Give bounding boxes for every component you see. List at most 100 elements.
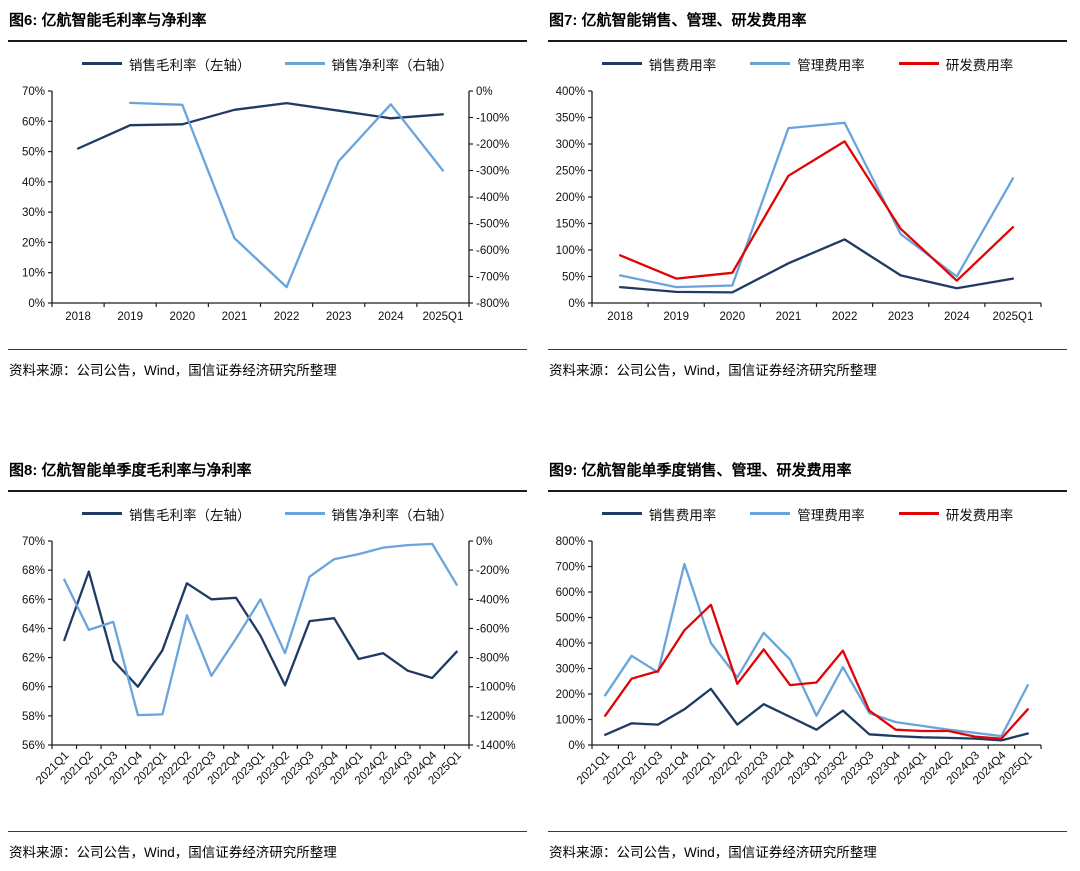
svg-text:-1000%: -1000% xyxy=(476,681,516,693)
legend-item: 管理费用率 xyxy=(750,504,865,524)
right-axis-tick-labels: -1400% -1200% -1000% -800% -600% -400% -200% 0% xyxy=(469,536,516,752)
legend-label: 销售净利率（右轴） xyxy=(331,57,454,73)
svg-text:-800%: -800% xyxy=(476,652,509,664)
svg-text:70%: 70% xyxy=(22,536,45,548)
x-axis-tick-labels: 2021Q12021Q22021Q32021Q42022Q12022Q22022… xyxy=(34,744,470,787)
figure-7-legend: 销售费用率 管理费用率 研发费用率 xyxy=(548,53,1067,75)
left-axis-tick-labels: 0% 100% 200% 300% 400% 500% 600% 700% 800% xyxy=(556,536,592,752)
svg-text:350%: 350% xyxy=(556,112,585,124)
svg-text:-1200%: -1200% xyxy=(476,710,516,722)
svg-text:300%: 300% xyxy=(556,139,585,151)
legend-item: 销售费用率 xyxy=(601,504,717,524)
svg-text:62%: 62% xyxy=(22,652,45,664)
svg-text:40%: 40% xyxy=(22,176,45,188)
legend-item: 研发费用率 xyxy=(898,504,1013,524)
legend-label: 销售费用率 xyxy=(648,57,717,73)
series-line-3 xyxy=(618,139,1015,282)
svg-text:2019: 2019 xyxy=(663,311,689,323)
legend-label: 销售费用率 xyxy=(648,507,717,523)
svg-text:2021: 2021 xyxy=(776,311,802,323)
legend-label: 管理费用率 xyxy=(797,507,865,523)
title-rule xyxy=(8,39,527,42)
svg-text:300%: 300% xyxy=(556,663,585,675)
svg-text:-700%: -700% xyxy=(476,271,509,283)
legend-item: 销售净利率（右轴） xyxy=(284,54,454,74)
source-note: 资料来源：公司公告，Wind，国信证券经济研究所整理 xyxy=(549,844,877,860)
figure-8-panel: 图8: 亿航智能单季度毛利率与净利率 销售毛利率（左轴） 销售净利率（右轴） 56… xyxy=(8,458,527,861)
title-rule xyxy=(548,489,1067,492)
series-line-2 xyxy=(129,101,445,288)
svg-text:150%: 150% xyxy=(556,218,585,230)
svg-text:60%: 60% xyxy=(22,116,45,128)
svg-text:200%: 200% xyxy=(556,192,585,204)
legend-swatch-red xyxy=(898,512,939,515)
left-axis-tick-labels: 0% 10% 20% 30% 40% 50% 60% 70% xyxy=(22,86,52,310)
svg-text:20%: 20% xyxy=(22,237,45,249)
svg-text:0%: 0% xyxy=(28,298,45,310)
svg-text:68%: 68% xyxy=(22,565,45,577)
svg-text:0%: 0% xyxy=(476,536,493,548)
legend-swatch-navy xyxy=(601,62,642,65)
svg-text:-400%: -400% xyxy=(476,594,509,606)
figure-9-title: 图9: 亿航智能单季度销售、管理、研发费用率 xyxy=(549,462,852,479)
svg-text:64%: 64% xyxy=(22,623,45,635)
x-axis-tick-labels: 2018 2019 2020 2021 2022 2023 2024 2025Q1 xyxy=(51,302,470,323)
legend-swatch-light_blue xyxy=(284,512,325,515)
svg-text:2020: 2020 xyxy=(720,311,746,323)
series-line-1 xyxy=(63,569,458,688)
svg-text:0%: 0% xyxy=(568,298,585,310)
source-note: 资料来源：公司公告，Wind，国信证券经济研究所整理 xyxy=(549,362,877,378)
legend-item: 销售毛利率（左轴） xyxy=(82,504,251,524)
svg-text:-100%: -100% xyxy=(476,112,509,124)
series-line-2 xyxy=(63,542,458,716)
svg-text:56%: 56% xyxy=(22,740,45,752)
left-axis-tick-labels: 56% 58% 60% 62% 64% 66% 68% 70% xyxy=(22,536,52,752)
svg-text:2018: 2018 xyxy=(607,311,633,323)
legend-label: 销售毛利率（左轴） xyxy=(129,57,251,73)
figure-7-title: 图7: 亿航智能销售、管理、研发费用率 xyxy=(549,12,807,29)
x-axis-tick-labels: 2021Q12021Q22021Q32021Q42022Q12022Q22022… xyxy=(575,744,1042,787)
title-rule xyxy=(548,39,1067,42)
figure-6-line-chart: 0% 10% 20% 30% 40% 50% 60% 70% -800% -700% -600% -5… xyxy=(22,86,509,323)
legend-item: 销售净利率（右轴） xyxy=(284,504,453,524)
svg-text:0%: 0% xyxy=(568,740,585,752)
svg-text:70%: 70% xyxy=(22,86,45,98)
series-line-1 xyxy=(604,687,1029,742)
svg-text:-500%: -500% xyxy=(476,218,509,230)
svg-text:2024: 2024 xyxy=(944,311,970,323)
right-axis-tick-labels: -800% -700% -600% -500% -400% -300% -200% -100%… xyxy=(469,86,509,310)
legend-swatch-light_blue xyxy=(750,62,791,65)
series-line-2 xyxy=(618,121,1015,288)
figure-9-source-row: 资料来源：公司公告，Wind，国信证券经济研究所整理 xyxy=(548,830,1067,861)
legend-item: 销售费用率 xyxy=(601,54,717,74)
svg-text:2023: 2023 xyxy=(888,311,914,323)
legend-swatch-navy xyxy=(82,512,122,515)
svg-text:600%: 600% xyxy=(556,587,585,599)
series-line-3 xyxy=(604,603,1029,740)
figure-8-title: 图8: 亿航智能单季度毛利率与净利率 xyxy=(9,462,252,479)
figure-6-title: 图6: 亿航智能毛利率与净利率 xyxy=(9,12,207,29)
figure-9-legend: 销售费用率 管理费用率 研发费用率 xyxy=(548,503,1067,525)
svg-text:2023: 2023 xyxy=(326,311,352,323)
svg-text:-400%: -400% xyxy=(476,192,509,204)
series-line-1 xyxy=(618,237,1015,294)
svg-text:30%: 30% xyxy=(22,207,45,219)
legend-label: 销售毛利率（左轴） xyxy=(129,507,251,523)
figure-7-source-row: 资料来源：公司公告，Wind，国信证券经济研究所整理 xyxy=(548,348,1067,379)
svg-text:2022: 2022 xyxy=(274,311,300,323)
legend-swatch-light_blue xyxy=(750,512,791,515)
x-axis-tick-labels: 2018 2019 2020 2021 2022 2023 2024 2025Q1 xyxy=(591,302,1042,323)
legend-swatch-navy xyxy=(601,512,642,515)
svg-text:2020: 2020 xyxy=(170,311,196,323)
svg-text:-200%: -200% xyxy=(476,139,509,151)
svg-text:66%: 66% xyxy=(22,594,45,606)
svg-text:500%: 500% xyxy=(556,612,585,624)
figure-6-legend: 销售毛利率（左轴） 销售净利率（右轴） xyxy=(8,53,527,75)
svg-text:2019: 2019 xyxy=(117,311,143,323)
legend-swatch-red xyxy=(898,62,939,65)
svg-text:400%: 400% xyxy=(556,86,585,98)
svg-text:400%: 400% xyxy=(556,638,585,650)
svg-text:2025Q1: 2025Q1 xyxy=(422,311,463,323)
figure-8-source-row: 资料来源：公司公告，Wind，国信证券经济研究所整理 xyxy=(8,830,527,861)
